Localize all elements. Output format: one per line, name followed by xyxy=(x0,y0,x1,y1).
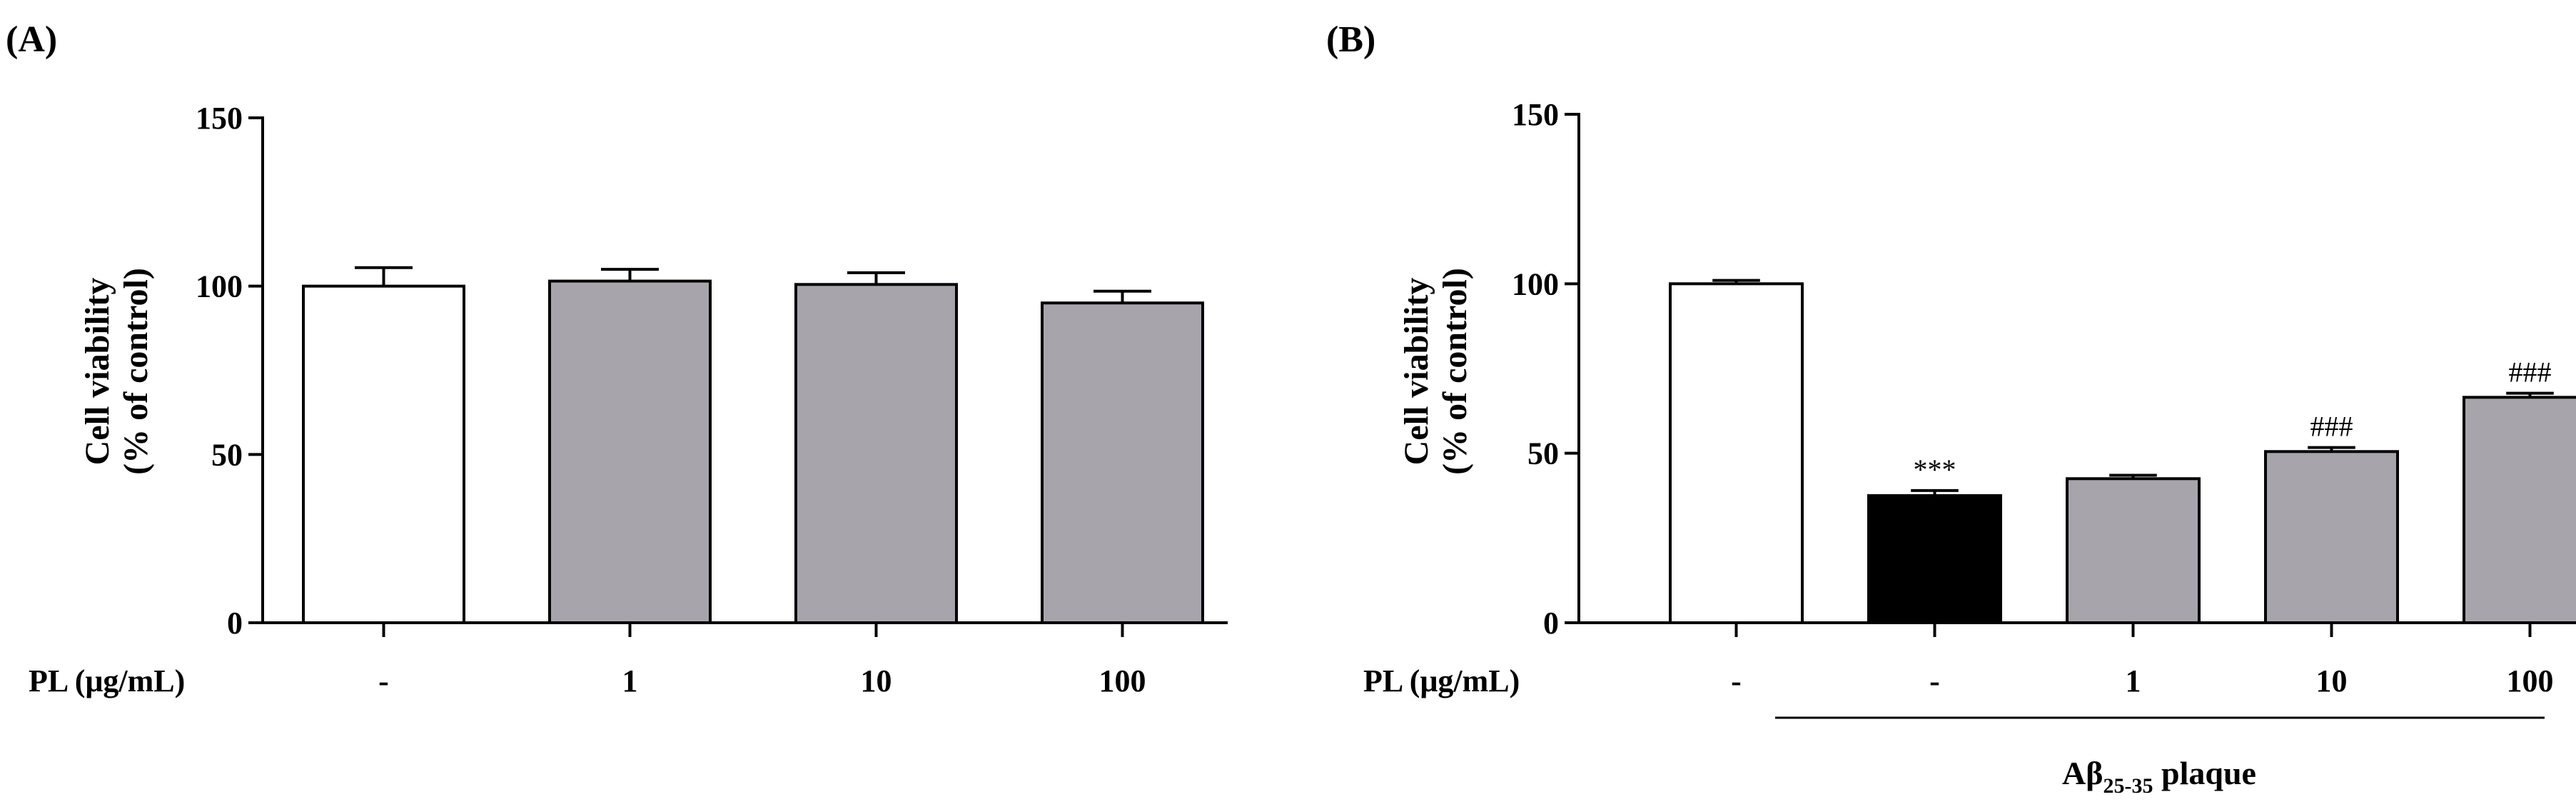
panel-a-ytick-label: 50 xyxy=(211,437,243,472)
panel-b-ytick-label: 150 xyxy=(1512,97,1559,132)
panel-b-row-label: PL (μg/mL) xyxy=(1363,663,1520,698)
panel-a-category-label: 100 xyxy=(1099,663,1146,698)
panel-b-category-label: - xyxy=(1731,663,1742,698)
panel-a-ytick-label: 150 xyxy=(196,101,243,136)
panel-a-bar xyxy=(794,283,958,624)
panel-a-category-label: 1 xyxy=(622,663,638,698)
panel-b-category-label: 1 xyxy=(2126,663,2141,698)
panel-b-category-label: 100 xyxy=(2507,663,2554,698)
panel-b: (B) Cell viability (% of control) PL (μg… xyxy=(1326,19,2576,798)
panel-b-ytick-label: 0 xyxy=(1543,606,1559,641)
panel-a-ytick-label: 0 xyxy=(227,606,243,641)
panel-b-significance-label: ### xyxy=(2310,411,2353,443)
panel-b-bar xyxy=(1669,282,1804,624)
panel-b-bar xyxy=(2264,450,2399,624)
panel-a-row-label: PL (μg/mL) xyxy=(29,663,185,698)
panel-b-category-label: - xyxy=(1929,663,1940,698)
panel-a-ylabel-line1: Cell viability xyxy=(79,278,116,466)
panel-b-bar xyxy=(1867,494,2002,624)
panel-b-ytick-label: 50 xyxy=(1527,436,1559,471)
panel-a: (A) Cell viability (% of control) PL (μg… xyxy=(6,19,1228,698)
panel-b-ytick-label: 100 xyxy=(1512,266,1559,301)
panel-a-bar xyxy=(1041,301,1204,624)
panel-a-ylabel-line2: (% of control) xyxy=(117,268,155,475)
panel-b-label: (B) xyxy=(1326,19,1375,60)
panel-b-ylabel-line2: (% of control) xyxy=(1436,268,1474,475)
panel-a-bars xyxy=(302,266,1204,624)
panel-a-bar xyxy=(548,279,712,624)
panel-b-significance-label: *** xyxy=(1914,453,1956,486)
panel-a-category-label: - xyxy=(378,663,389,698)
panel-a-label: (A) xyxy=(6,19,57,60)
panel-a-ytick-label: 100 xyxy=(196,269,243,304)
panel-a-bar xyxy=(302,284,465,624)
panel-a-category-label: 10 xyxy=(861,663,892,698)
panel-b-bar xyxy=(2066,477,2201,624)
panel-b-significance-label: ### xyxy=(2509,356,2552,389)
panel-b-category-label: 10 xyxy=(2316,663,2348,698)
panel-b-ylabel-line1: Cell viability xyxy=(1398,278,1435,466)
panel-b-group-label: Aβ25-35 plaque xyxy=(2062,755,2256,798)
panel-b-bar xyxy=(2463,396,2576,624)
panel-b-bars: *** ### ### xyxy=(1669,279,2576,624)
